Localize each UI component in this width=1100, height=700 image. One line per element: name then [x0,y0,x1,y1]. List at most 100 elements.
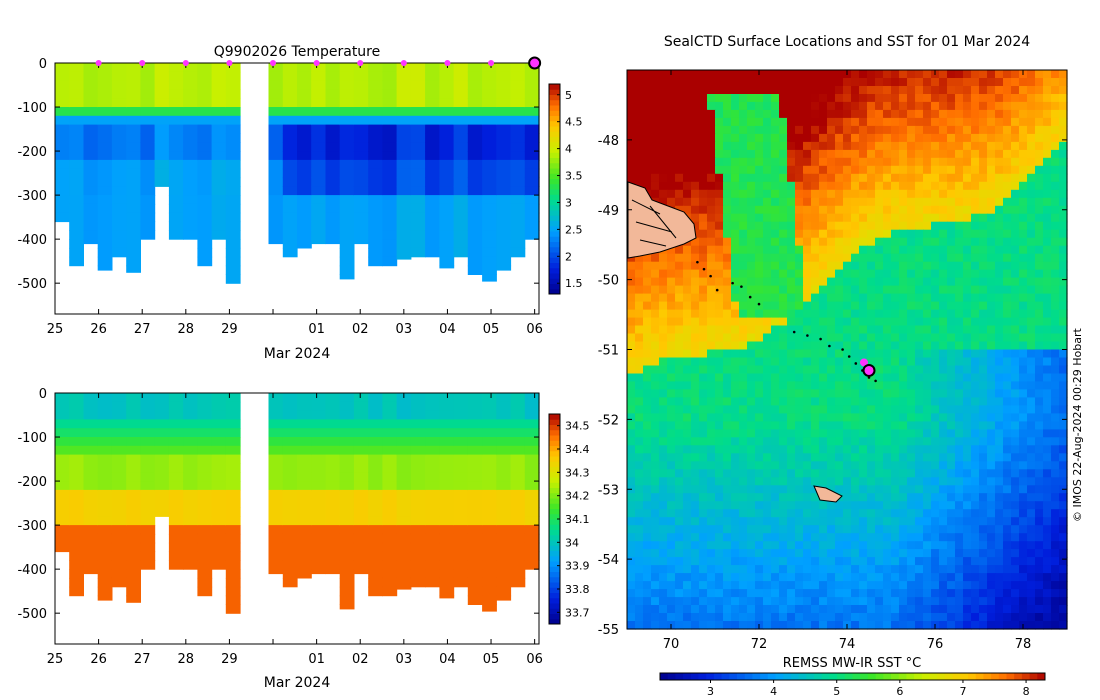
sst-cell [995,493,1004,502]
sst-cell [875,189,884,199]
heatmap-cell [197,551,213,561]
sst-cell [715,525,724,534]
sst-cell [755,365,764,375]
sst-cell [763,445,772,454]
y-tick-label: -400 [17,563,47,578]
sst-cell [819,221,828,231]
heatmap-cell [382,63,398,73]
sst-cell [803,317,812,327]
sst-cell [979,277,988,287]
sst-cell [851,157,860,167]
sst-cell [971,78,980,87]
sst-cell [939,277,948,287]
sst-cell [819,213,828,223]
sst-cell [803,413,812,422]
sst-cell [763,493,772,502]
sst-cell [739,445,748,454]
heatmap-cell [126,98,141,108]
sst-cell [707,70,716,79]
sst-cell [955,341,964,351]
heatmap-cell [311,419,326,429]
heatmap-cell [111,472,127,482]
sst-cell [1035,405,1044,414]
sst-cell [827,373,836,383]
profile-marker [139,60,146,66]
sst-cell [995,237,1004,247]
sst-cell [1043,389,1052,398]
heatmap-cell [524,71,540,82]
sst-cell [979,541,988,550]
sst-cell [771,78,780,87]
sst-cell [923,437,932,446]
current-profile-marker [528,56,542,70]
heatmap-cell [97,569,113,579]
heatmap-cell [311,168,326,179]
sst-cell [827,477,836,486]
sst-cell [627,165,636,175]
sst-cell [667,157,676,167]
sst-cell [1059,94,1068,103]
heatmap-cell [83,481,99,491]
heatmap-cell [524,454,540,464]
sst-cell [891,533,900,542]
sst-cell [931,549,940,558]
heatmap-cell [410,107,426,117]
heatmap-cell [197,212,213,223]
sst-cell [955,101,964,111]
sst-cell [691,237,700,247]
sst-cell [891,117,900,127]
heatmap-cell [197,569,213,579]
salinity-heatmap [55,393,540,614]
colorbar-swatch [549,492,560,499]
heatmap-cell [211,107,227,117]
sst-cell [939,541,948,550]
heatmap-cell [282,186,298,196]
heatmap-cell [510,195,526,205]
sst-cell [971,501,980,510]
sst-cell [747,285,756,295]
sst-cell [747,477,756,486]
sst-cell [747,357,756,367]
heatmap-cell [396,516,412,526]
sst-cell [659,541,668,550]
heatmap-cell [111,142,127,152]
sst-cell [755,469,764,478]
heatmap-cell [325,551,341,561]
heatmap-cell [97,498,113,509]
sst-cell [643,109,652,119]
heatmap-cell [482,428,497,438]
sst-cell [635,421,644,430]
sst-cell [667,189,676,199]
sst-cell [723,117,732,127]
sst-cell [819,349,828,359]
heatmap-cell [510,472,526,482]
sst-cell [867,141,876,151]
heatmap-cell [396,507,412,517]
sst-cell [787,70,796,79]
heatmap-cell [510,168,526,179]
sst-cell [675,429,684,438]
sst-cell [843,221,852,231]
heatmap-cell [467,586,483,597]
sst-cell [659,141,668,151]
sst-cell [779,109,788,119]
sst-cell [715,181,724,191]
sst-cell [779,469,788,478]
sst-cell [1035,437,1044,446]
sst-cell [883,94,892,103]
heatmap-cell [467,542,483,553]
heatmap-cell [396,239,412,249]
sst-cell [635,141,644,151]
sst-cell [931,173,940,183]
sst-cell [691,341,700,351]
sst-cell [947,365,956,375]
heatmap-cell [496,472,512,482]
sst-cell [947,117,956,127]
heatmap-cell [55,489,70,500]
sst-cell [715,517,724,526]
sst-cell [707,421,716,430]
heatmap-cell [382,80,398,90]
sst-cell [1051,541,1060,550]
sst-cell [683,493,692,502]
sst-cell [1059,357,1068,367]
